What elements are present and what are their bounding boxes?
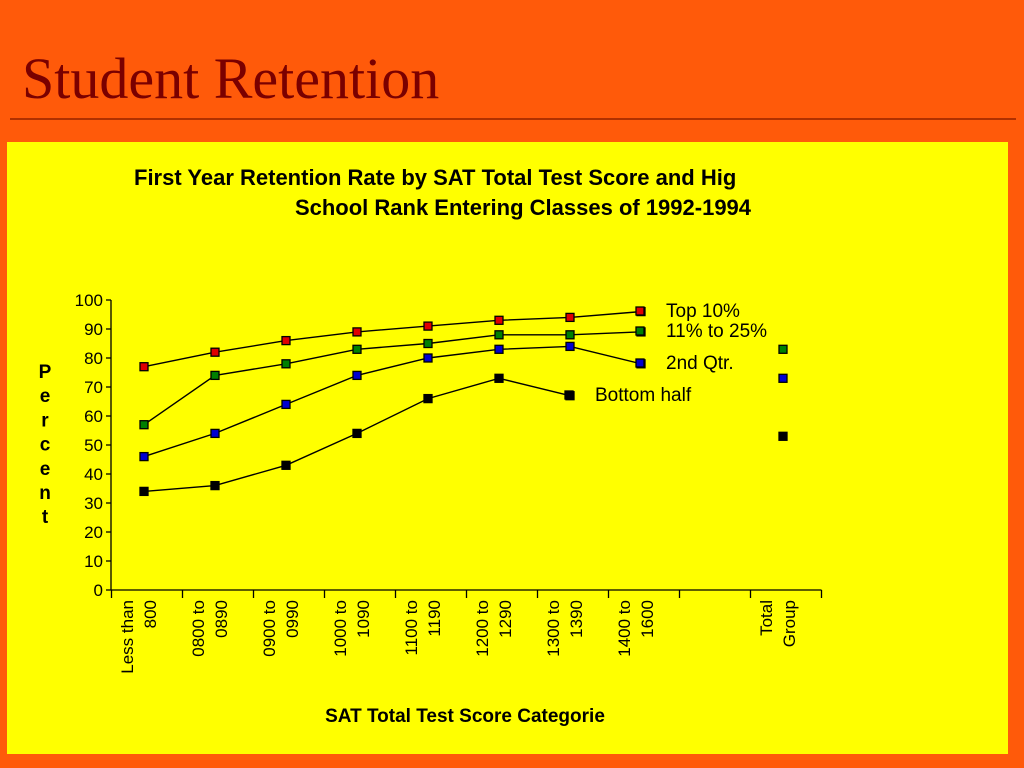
data-point [281,359,291,369]
data-point [210,370,220,381]
y-tick-label: 40 [84,465,103,484]
data-point [778,373,788,383]
data-point [352,344,362,354]
x-tick-label: 1300 to [544,600,563,657]
data-point [210,480,220,491]
y-tick-label: 70 [84,378,103,397]
x-tick-label: 1190 [425,600,444,637]
data-point [139,451,149,462]
chart-title-line-2: School Rank Entering Classes of 1992-199… [295,195,752,220]
data-point [423,393,433,404]
x-axis-title: SAT Total Test Score Categorie [325,706,605,727]
x-tick-label: 0990 [283,600,302,638]
legend-label: Top 10% [666,301,740,322]
y-axis-title-letter: c [40,435,51,456]
x-tick-label: Less than [118,600,137,674]
y-tick-label: 20 [84,523,103,542]
y-tick-label: 0 [94,581,103,600]
x-tick-label: 1400 to [615,600,634,657]
y-axis-title-letter: t [42,507,49,528]
x-tick-label: 0900 to [260,600,279,657]
y-axis-title-letter: P [39,362,52,383]
y-axis-title-letter: n [39,483,51,504]
data-point [778,431,788,441]
data-point [210,347,220,357]
chart-panel: First Year Retention Rate by SAT Total T… [7,142,1008,754]
y-tick-label: 60 [84,407,103,426]
legend-label: 11% to 25% [666,321,767,342]
y-axis-title-letter: e [40,459,51,480]
x-tick-label: 1200 to [473,600,492,657]
data-point [494,330,504,340]
legend-marker [635,326,645,336]
data-point [352,428,362,439]
data-point [139,420,149,430]
data-point [281,460,291,470]
y-tick-label: 50 [84,436,103,455]
data-point [565,330,575,340]
data-point [778,344,788,354]
y-tick-label: 90 [84,320,103,339]
data-point [423,353,433,363]
y-tick-label: 10 [84,552,103,571]
legend-label: 2nd Qtr. [666,353,734,374]
y-axis-title-letter: e [40,386,51,407]
x-tick-label: 1100 to [402,600,421,655]
legend-marker [564,390,574,400]
x-tick-label: 0800 to [189,600,208,657]
x-tick-label: Total [757,600,776,636]
x-tick-label: 1000 to [331,600,350,657]
data-point [281,335,291,346]
data-point [565,312,575,323]
slide-title: Student Retention [22,46,440,111]
retention-line-chart: First Year Retention Rate by SAT Total T… [39,165,823,727]
data-point [565,341,575,352]
legend-marker [635,306,645,316]
data-point [494,344,504,354]
chart-title-line-1: First Year Retention Rate by SAT Total T… [134,165,736,190]
data-point [210,428,220,439]
x-tick-label: Group [780,600,799,647]
data-point [423,321,433,331]
y-tick-label: 100 [75,291,103,310]
legend-label: Bottom half [595,385,692,406]
x-tick-label: 1600 [638,600,657,638]
legend-marker [635,358,645,368]
data-point [139,362,149,372]
data-point [494,315,504,325]
data-point [281,399,291,410]
x-tick-label: 1090 [354,600,373,638]
series-line [143,331,642,426]
data-point [139,486,149,497]
x-tick-label: 0890 [212,600,231,638]
series-line [143,310,642,368]
data-point [423,338,433,349]
title-divider [10,118,1016,120]
y-axis-title-letter: r [41,410,49,431]
x-tick-label: 1390 [567,600,586,638]
data-point [352,370,362,381]
x-tick-label: 800 [141,600,160,628]
y-tick-label: 80 [84,349,103,368]
data-point [352,327,362,337]
x-tick-label: 1290 [496,600,515,638]
data-point [494,373,504,383]
series-line [143,345,642,458]
y-tick-label: 30 [84,494,103,513]
